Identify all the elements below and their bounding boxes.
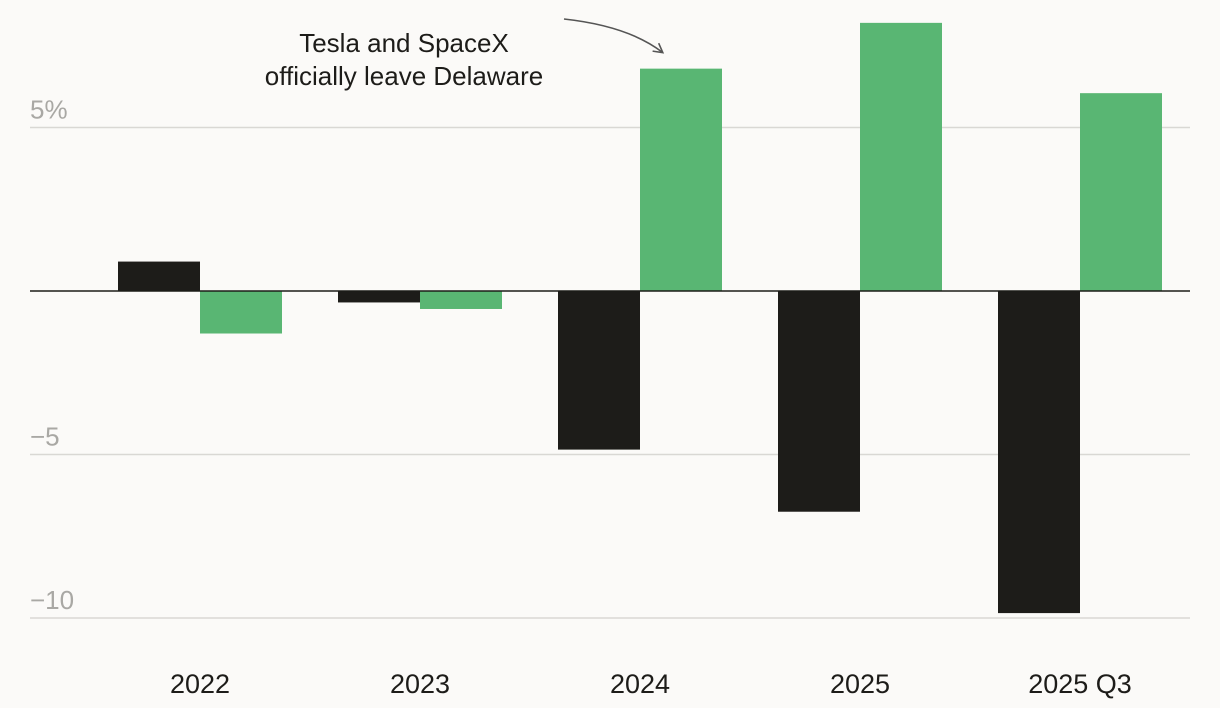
y-axis-ticks: 5% −5 −10 <box>30 95 74 616</box>
bar-2022-series-2 <box>200 291 282 334</box>
bar-2024-series-1 <box>558 291 640 450</box>
x-tick-label: 2024 <box>610 669 670 699</box>
bar-2025-q3-series-2 <box>1080 93 1162 291</box>
y-tick-label: −5 <box>30 422 60 452</box>
bar-2025-series-2 <box>860 22 942 292</box>
annotation-line-2: officially leave Delaware <box>265 61 543 91</box>
annotation-arrow <box>563 18 665 54</box>
bars <box>118 22 1162 614</box>
y-tick-label: −10 <box>30 585 74 615</box>
x-axis-ticks: 2022 2023 2024 2025 2025 Q3 <box>170 669 1132 699</box>
bar-2025-series-1 <box>778 291 860 512</box>
bar-2024-series-2 <box>640 68 722 291</box>
bar-2025-q3-series-1 <box>998 291 1080 614</box>
gridlines <box>30 126 1190 619</box>
x-tick-label: 2023 <box>390 669 450 699</box>
annotation-line-1: Tesla and SpaceX <box>299 28 509 58</box>
x-tick-label: 2025 <box>830 669 890 699</box>
annotation: Tesla and SpaceX officially leave Delawa… <box>265 18 665 91</box>
x-tick-label: 2025 Q3 <box>1028 669 1132 699</box>
bar-2023-series-2 <box>420 291 502 309</box>
bar-2022-series-1 <box>118 261 200 291</box>
x-tick-label: 2022 <box>170 669 230 699</box>
bar-2023-series-1 <box>338 291 420 303</box>
y-tick-label: 5% <box>30 95 68 125</box>
